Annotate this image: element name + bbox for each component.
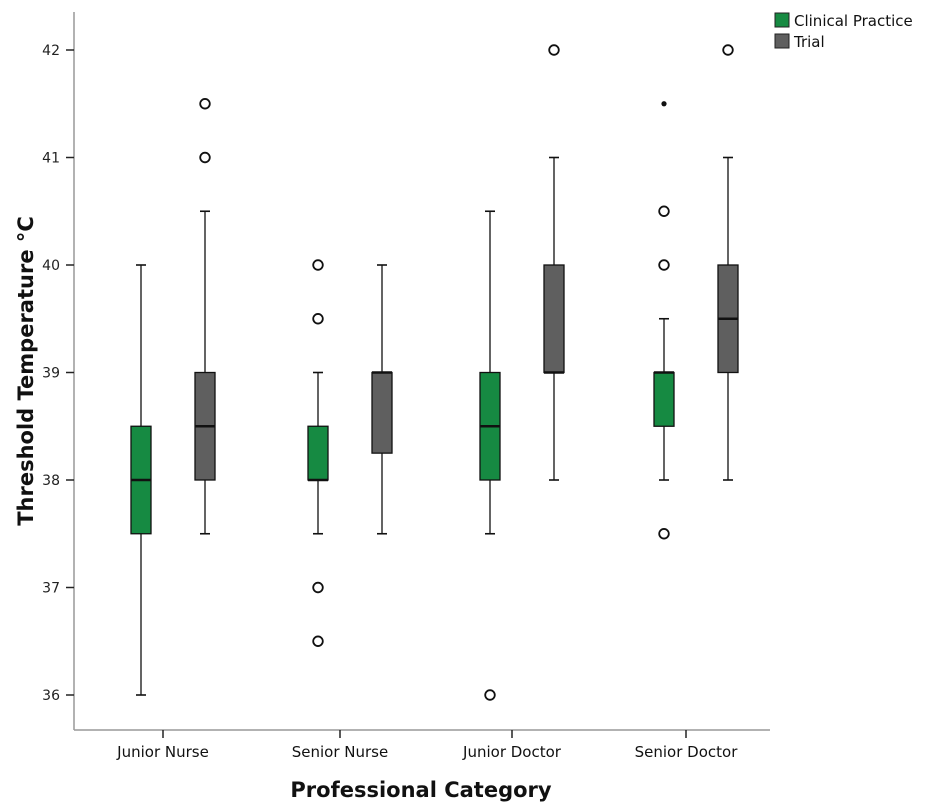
- outlier-point: [199, 151, 211, 164]
- outlier-point: [722, 44, 734, 56]
- box-trial-1: [371, 264, 393, 535]
- outlier-point: [199, 98, 211, 110]
- axes: [73, 12, 770, 731]
- box-trial-2: [543, 44, 565, 481]
- legend-label-clinical-practice: Clinical Practice: [794, 12, 913, 30]
- legend: Clinical Practice Trial: [774, 12, 913, 51]
- y-tick-label: 40: [42, 258, 60, 274]
- outlier-point: [484, 689, 496, 701]
- box-clinical-practice-1: [307, 259, 329, 647]
- outlier-point: [658, 259, 670, 271]
- boxes: [130, 44, 739, 701]
- outlier-point: [548, 44, 560, 56]
- box-iqr: [371, 371, 393, 454]
- y-axis-title: Threshold Temperature °C: [14, 216, 38, 526]
- y-tick-label: 36: [42, 688, 60, 704]
- outlier-point: [312, 313, 324, 325]
- x-tick-label: Junior Nurse: [116, 743, 209, 761]
- outlier-point: [312, 635, 324, 647]
- outlier-point: [312, 581, 324, 594]
- x-ticks: Junior Nurse Senior Nurse Junior Doctor Sen…: [116, 730, 738, 761]
- x-axis-title: Professional Category: [290, 778, 551, 802]
- box-iqr: [653, 371, 675, 427]
- outlier-point: [658, 205, 670, 217]
- box-clinical-practice-3: [653, 101, 675, 540]
- box-clinical-practice-0: [130, 264, 152, 696]
- y-tick-label: 38: [42, 473, 60, 489]
- box-clinical-practice-2: [479, 210, 501, 701]
- y-ticks: 36 37 38 39 40 41 42: [42, 43, 74, 704]
- box-iqr: [307, 425, 329, 481]
- box-iqr: [543, 264, 565, 374]
- y-tick-label: 41: [42, 151, 60, 167]
- extreme-point: [661, 101, 667, 107]
- y-tick-label: 42: [42, 43, 60, 59]
- y-tick-label: 39: [42, 366, 60, 382]
- x-tick-label: Senior Doctor: [635, 743, 739, 761]
- x-tick-label: Junior Doctor: [462, 743, 562, 761]
- outlier-point: [658, 528, 670, 540]
- y-tick-label: 37: [42, 581, 60, 597]
- x-tick-label: Senior Nurse: [292, 743, 388, 761]
- box-trial-0: [194, 98, 216, 535]
- legend-label-trial: Trial: [793, 33, 825, 51]
- box-trial-3: [717, 44, 739, 481]
- legend-swatch-trial: [774, 33, 790, 49]
- legend-swatch-clinical-practice: [774, 12, 790, 28]
- outlier-point: [312, 259, 324, 271]
